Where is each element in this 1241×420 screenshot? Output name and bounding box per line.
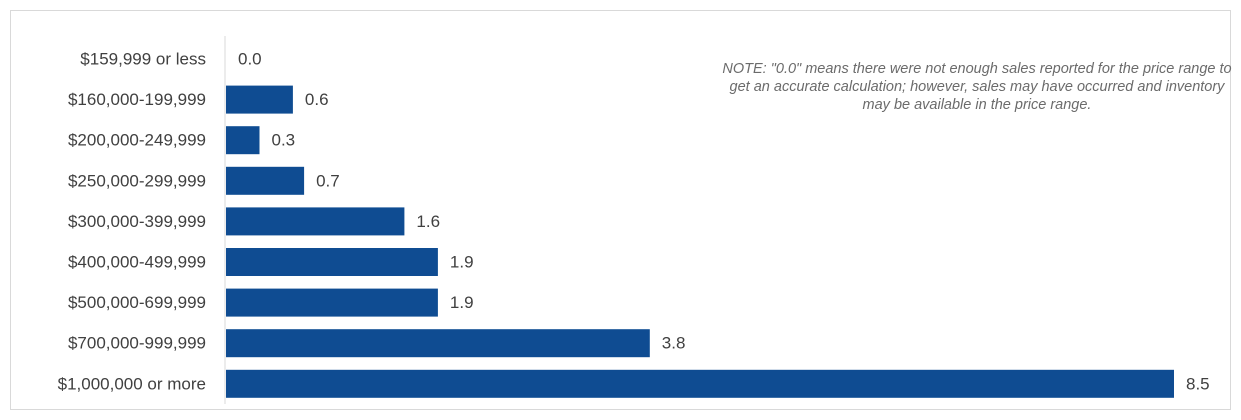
value-label-0: 0.0 (238, 50, 262, 69)
category-label-3: $250,000-299,999 (68, 171, 206, 190)
bar-4 (226, 207, 405, 236)
value-label-6: 1.9 (450, 293, 474, 312)
value-labels-group: 0.0 0.6 0.3 0.7 1.6 1.9 1.9 3.8 8.5 (238, 50, 1210, 394)
category-label-7: $700,000-999,999 (68, 334, 206, 353)
value-label-5: 1.9 (450, 253, 474, 272)
category-label-2: $200,000-249,999 (68, 131, 206, 150)
value-label-7: 3.8 (662, 334, 686, 353)
category-label-6: $500,000-699,999 (68, 293, 206, 312)
category-label-4: $300,000-399,999 (68, 212, 206, 231)
bar-8 (226, 369, 1174, 398)
bar-6 (226, 288, 438, 317)
category-label-0: $159,999 or less (80, 50, 206, 69)
category-label-8: $1,000,000 or more (58, 374, 206, 393)
value-label-2: 0.3 (272, 131, 296, 150)
value-label-1: 0.6 (305, 90, 329, 109)
bars-group (226, 85, 1174, 398)
bar-3 (226, 166, 305, 195)
bar-2 (226, 126, 260, 155)
bar-5 (226, 248, 438, 276)
category-labels-group: $159,999 or less $160,000-199,999 $200,000… (58, 50, 206, 394)
value-label-3: 0.7 (316, 171, 340, 190)
bar-1 (226, 85, 293, 114)
category-label-5: $400,000-499,999 (68, 253, 206, 272)
bar-7 (226, 329, 650, 358)
chart-note: NOTE: "0.0" means there were not enough … (722, 61, 1232, 113)
value-label-4: 1.6 (416, 212, 440, 231)
category-label-1: $160,000-199,999 (68, 90, 206, 109)
value-label-8: 8.5 (1186, 374, 1210, 393)
